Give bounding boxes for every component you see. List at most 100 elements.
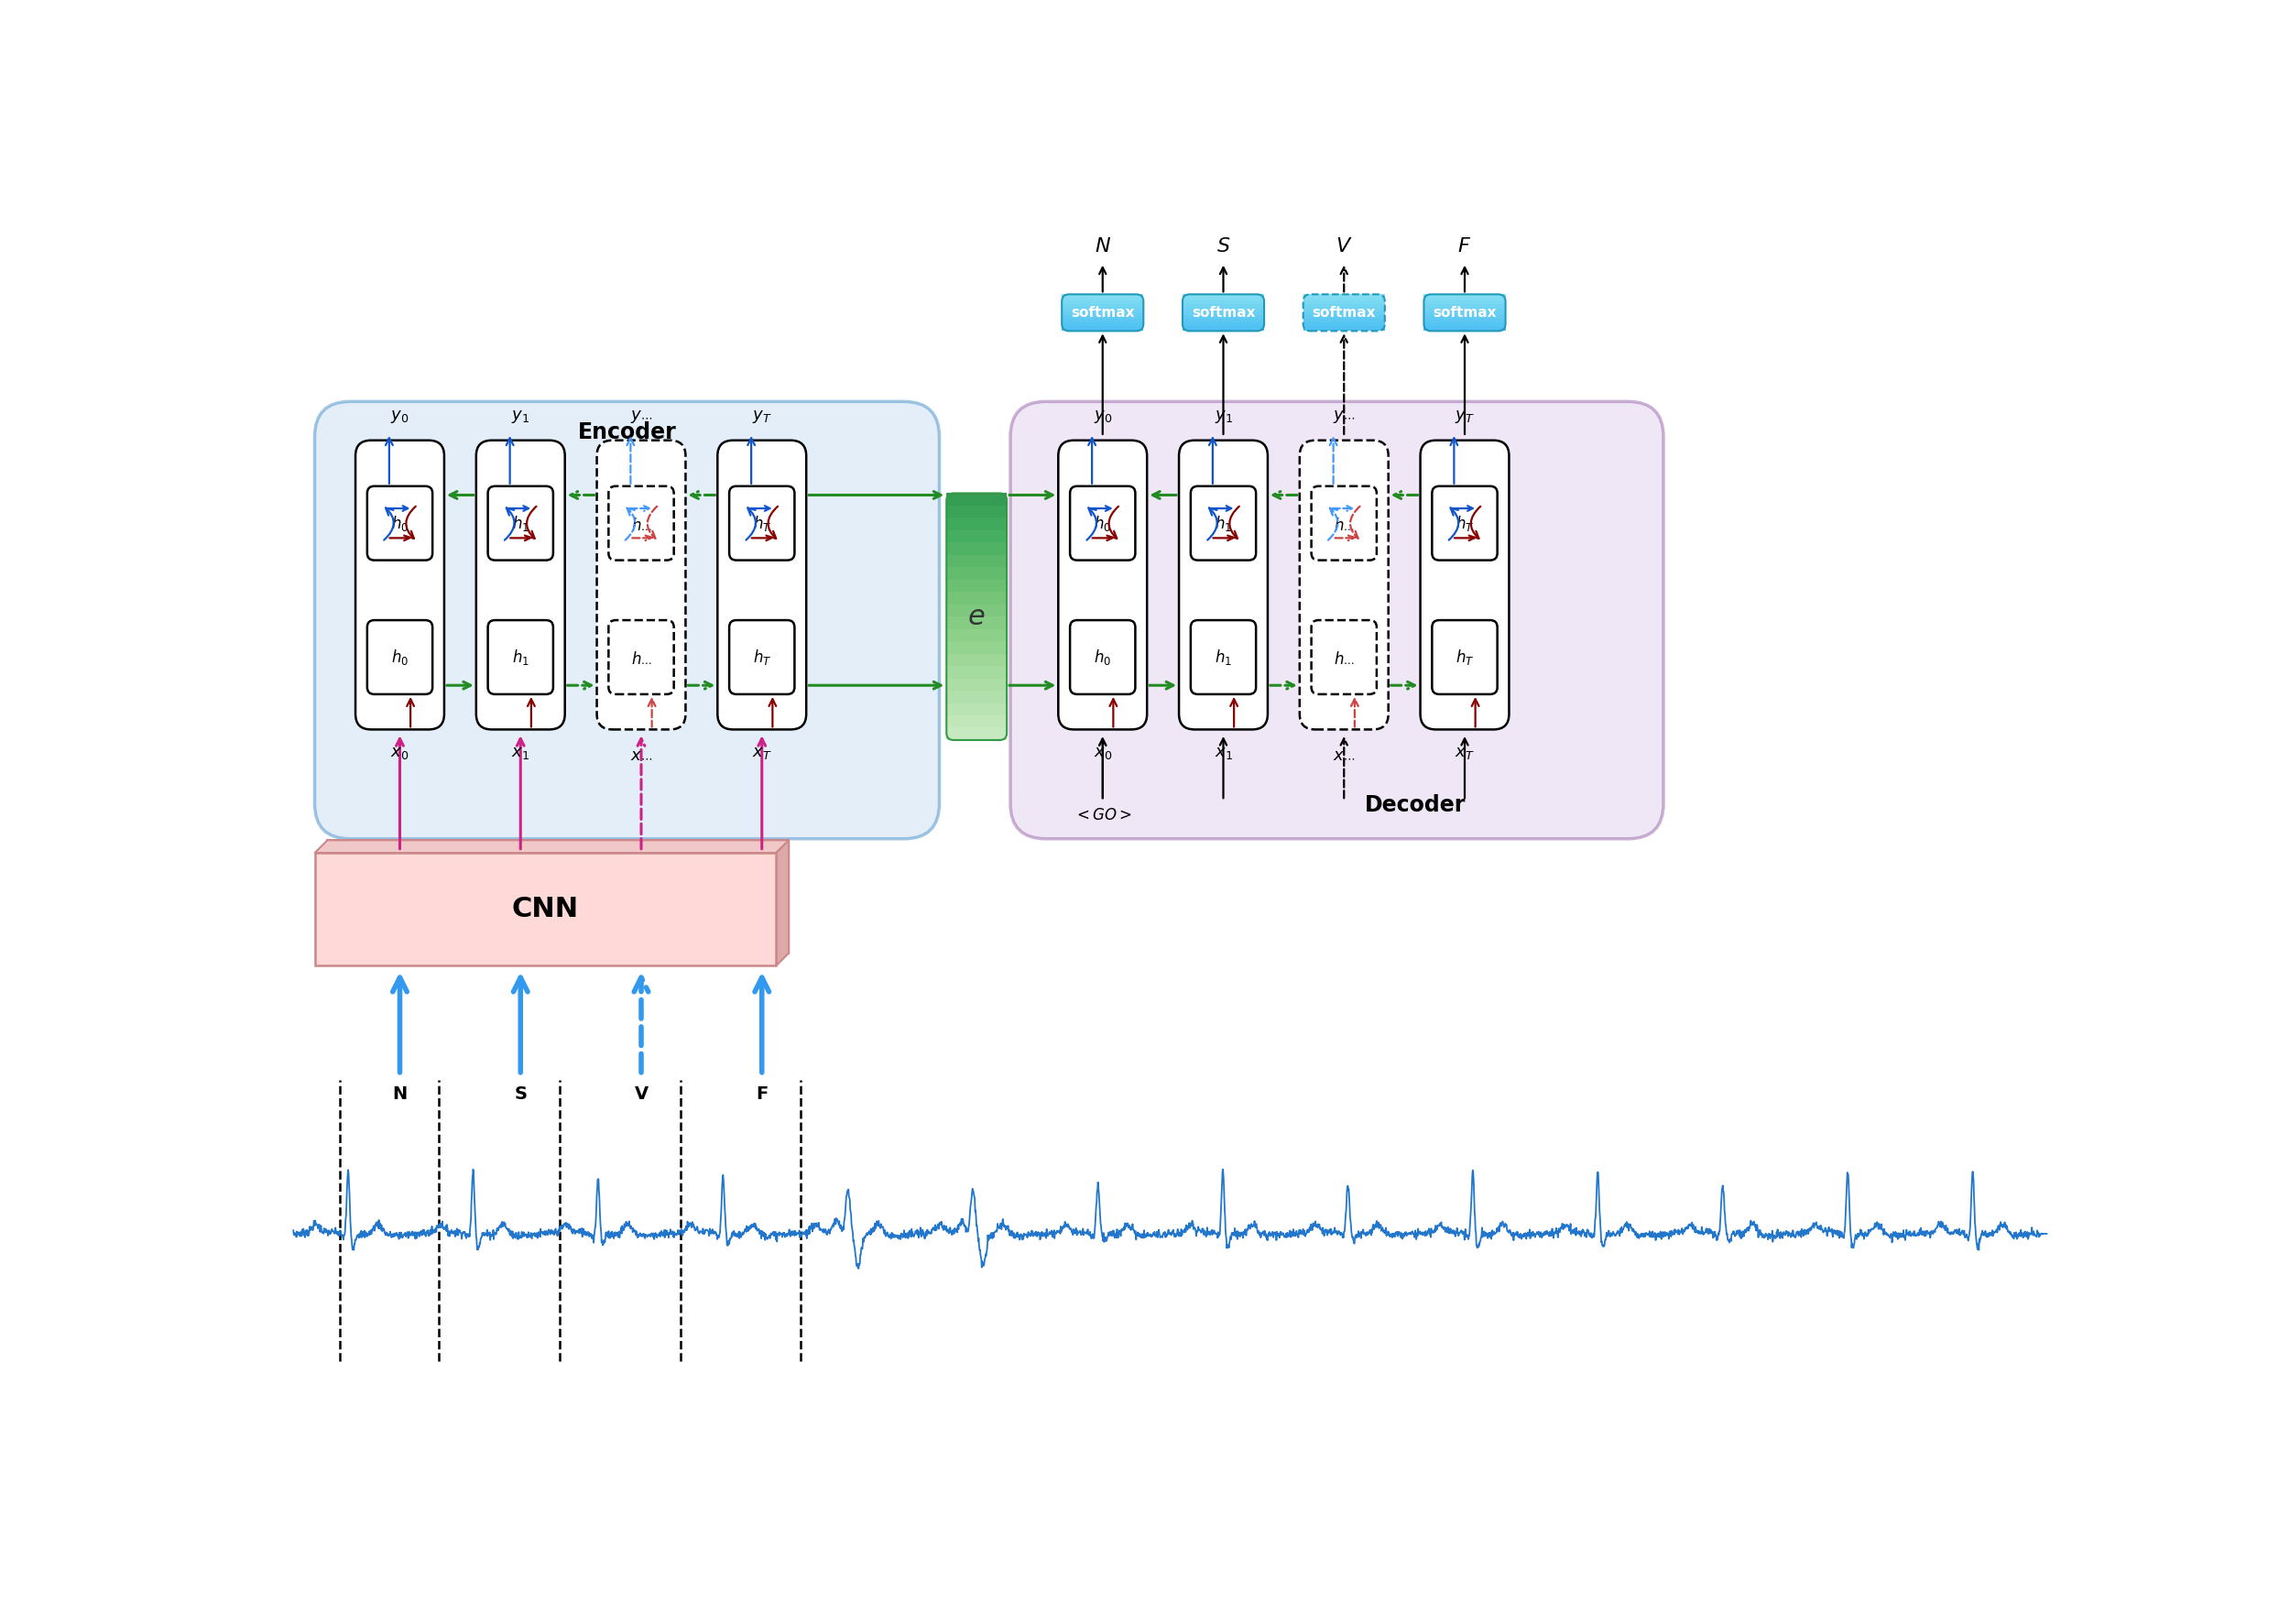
Bar — [946, 641, 1008, 654]
Bar — [1424, 318, 1505, 322]
Bar — [946, 494, 1008, 505]
Bar — [946, 604, 1008, 617]
Bar — [946, 703, 1008, 716]
Bar — [946, 617, 1008, 628]
Bar — [1063, 313, 1143, 317]
Bar — [1063, 317, 1143, 318]
FancyBboxPatch shape — [1058, 440, 1147, 729]
Bar — [1424, 307, 1505, 309]
Bar — [1182, 313, 1264, 317]
Text: $h_{0}$: $h_{0}$ — [392, 513, 408, 533]
Text: $h_{1}$: $h_{1}$ — [513, 648, 529, 667]
Text: $h_{1}$: $h_{1}$ — [513, 513, 529, 533]
Bar — [1303, 302, 1385, 304]
Text: $h_{\cdots}$: $h_{\cdots}$ — [1333, 650, 1353, 666]
Text: CNN: CNN — [513, 896, 579, 922]
Bar — [1424, 313, 1505, 317]
Bar — [1063, 299, 1143, 302]
Text: $h_{0}$: $h_{0}$ — [1095, 513, 1111, 533]
Text: $x_{T}$: $x_{T}$ — [1454, 745, 1475, 762]
Bar — [1303, 318, 1385, 322]
Bar — [946, 567, 1008, 580]
Bar — [946, 542, 1008, 555]
Bar — [1303, 323, 1385, 326]
Bar — [1303, 304, 1385, 307]
Bar — [1303, 326, 1385, 328]
FancyBboxPatch shape — [1069, 486, 1136, 560]
FancyBboxPatch shape — [1301, 440, 1388, 729]
Bar — [1063, 297, 1143, 299]
Bar — [946, 628, 1008, 641]
Bar — [1182, 312, 1264, 313]
Text: $h_{\cdots}$: $h_{\cdots}$ — [630, 650, 653, 666]
Bar — [1182, 322, 1264, 323]
Text: $h_{T}$: $h_{T}$ — [753, 648, 772, 667]
Bar — [1303, 312, 1385, 313]
FancyBboxPatch shape — [1420, 440, 1509, 729]
Text: $y_{\cdots}$: $y_{\cdots}$ — [630, 408, 653, 425]
Text: $x_{0}$: $x_{0}$ — [392, 745, 410, 762]
FancyBboxPatch shape — [1191, 620, 1255, 693]
FancyBboxPatch shape — [598, 440, 685, 729]
Text: $h_{1}$: $h_{1}$ — [1214, 648, 1232, 667]
FancyBboxPatch shape — [476, 440, 566, 729]
Bar — [1063, 304, 1143, 307]
Text: Decoder: Decoder — [1365, 794, 1466, 817]
Text: $h_{T}$: $h_{T}$ — [1456, 648, 1475, 667]
FancyBboxPatch shape — [1191, 486, 1255, 560]
Text: N: N — [392, 1086, 408, 1103]
Bar — [1424, 299, 1505, 302]
FancyBboxPatch shape — [1312, 486, 1376, 560]
Bar — [946, 531, 1008, 542]
Bar — [1424, 309, 1505, 312]
Text: $y_{0}$: $y_{0}$ — [392, 408, 410, 425]
Text: softmax: softmax — [1191, 305, 1255, 320]
Text: softmax: softmax — [1312, 305, 1376, 320]
Text: softmax: softmax — [1434, 305, 1498, 320]
Text: $V$: $V$ — [1335, 237, 1353, 255]
Bar — [946, 679, 1008, 690]
Text: $x_{1}$: $x_{1}$ — [511, 745, 529, 762]
FancyBboxPatch shape — [609, 486, 673, 560]
FancyBboxPatch shape — [366, 620, 433, 693]
Text: $y_{1}$: $y_{1}$ — [511, 408, 529, 425]
Text: $h_{\cdots}$: $h_{\cdots}$ — [1333, 515, 1353, 531]
Bar — [1424, 322, 1505, 323]
Text: $h_{\cdots}$: $h_{\cdots}$ — [630, 515, 653, 531]
Text: $S$: $S$ — [1216, 237, 1230, 255]
Text: $N$: $N$ — [1095, 237, 1111, 255]
FancyBboxPatch shape — [355, 440, 444, 729]
Text: $h_{0}$: $h_{0}$ — [392, 648, 408, 667]
Bar — [1424, 297, 1505, 299]
Bar — [1063, 328, 1143, 331]
Bar — [1063, 322, 1143, 323]
FancyBboxPatch shape — [717, 440, 806, 729]
Bar — [1424, 312, 1505, 313]
Bar — [946, 505, 1008, 518]
Bar — [1063, 326, 1143, 328]
FancyBboxPatch shape — [609, 620, 673, 693]
Text: $x_{0}$: $x_{0}$ — [1092, 745, 1113, 762]
Bar — [1182, 304, 1264, 307]
Text: $F$: $F$ — [1459, 237, 1472, 255]
Text: $h_{T}$: $h_{T}$ — [753, 513, 772, 533]
Bar — [1182, 326, 1264, 328]
Text: $y_{0}$: $y_{0}$ — [1092, 408, 1113, 425]
Bar — [1303, 317, 1385, 318]
Bar — [1303, 294, 1385, 297]
Text: $< GO >$: $< GO >$ — [1074, 807, 1131, 823]
Text: $h_{T}$: $h_{T}$ — [1456, 513, 1475, 533]
Bar — [1182, 328, 1264, 331]
FancyBboxPatch shape — [488, 486, 554, 560]
Bar — [1063, 323, 1143, 326]
Text: F: F — [756, 1086, 767, 1103]
Text: V: V — [634, 1086, 648, 1103]
Bar — [1424, 302, 1505, 304]
Text: $e$: $e$ — [969, 604, 985, 630]
Bar — [946, 666, 1008, 679]
Text: $h_{0}$: $h_{0}$ — [1095, 648, 1111, 667]
Text: $y_{T}$: $y_{T}$ — [1454, 408, 1475, 425]
FancyBboxPatch shape — [488, 620, 554, 693]
FancyBboxPatch shape — [366, 486, 433, 560]
Bar — [1182, 323, 1264, 326]
